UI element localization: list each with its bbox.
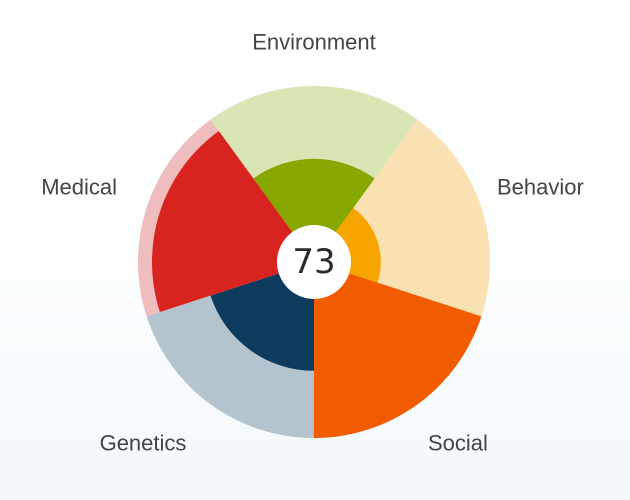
segment-bar-environment — [253, 158, 375, 233]
segment-bars — [152, 130, 482, 438]
label-behavior: Behavior — [497, 175, 584, 200]
center-badge: 73 — [277, 225, 351, 299]
label-genetics: Genetics — [100, 431, 187, 456]
label-environment: Environment — [252, 30, 376, 55]
center-score: 73 — [292, 242, 335, 282]
label-medical: Medical — [41, 175, 117, 200]
segment-bar-genetics — [210, 273, 314, 371]
segment-bar-behavior — [335, 207, 381, 283]
category-labels: Environment Behavior Social Genetics Medical — [41, 30, 584, 456]
label-social: Social — [428, 431, 488, 456]
segment-bar-social — [314, 273, 482, 438]
segment-bar-medical — [152, 130, 293, 313]
center-circle — [277, 225, 351, 299]
